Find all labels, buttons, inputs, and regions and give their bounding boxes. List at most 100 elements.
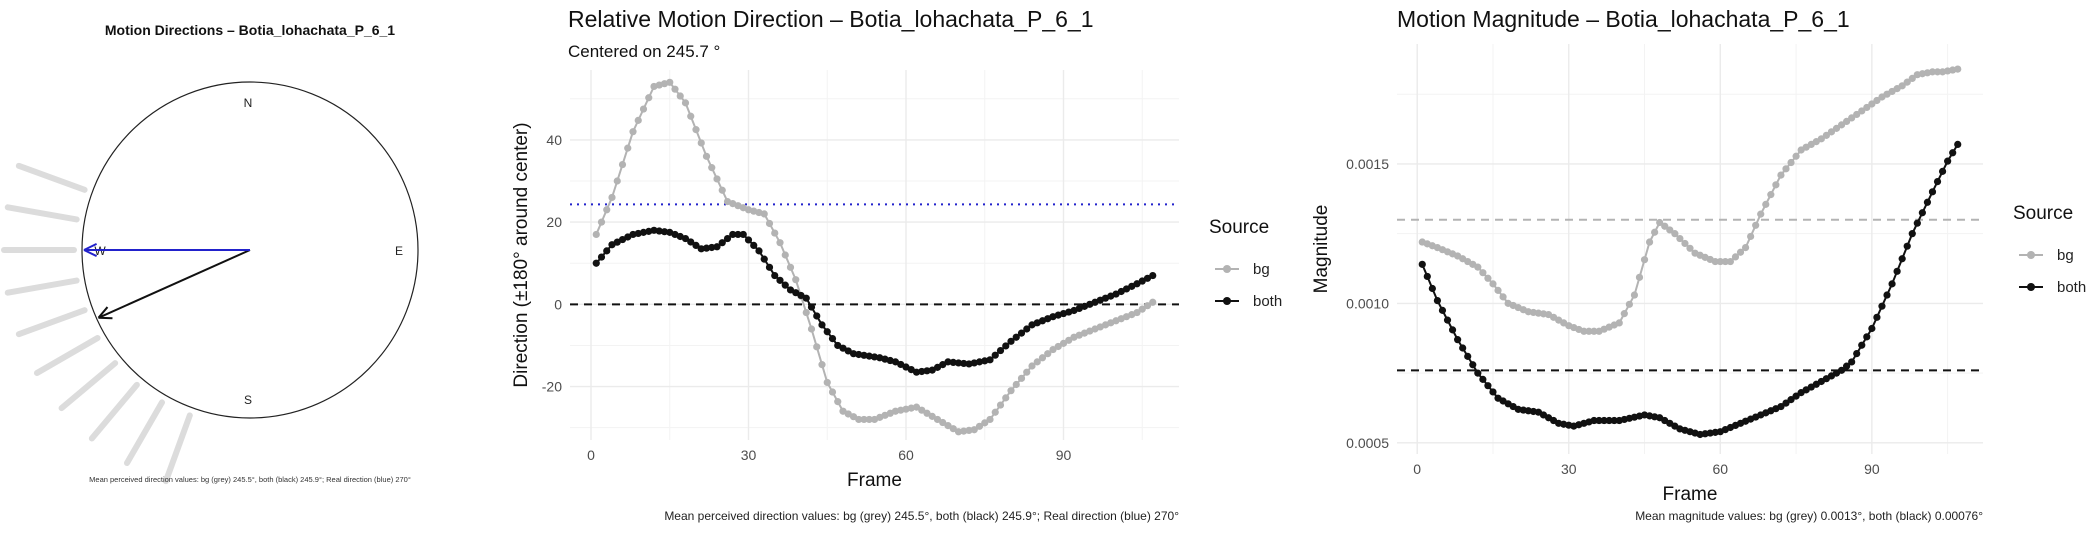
mean-arrow-real-head-2	[83, 243, 98, 251]
data-point-bg	[1645, 238, 1654, 246]
mean-arrow-real-head-1	[83, 249, 98, 257]
data-point-bg	[1868, 100, 1876, 108]
data-point-both	[823, 328, 831, 336]
data-point-both	[1474, 369, 1482, 377]
data-point-bg	[1822, 131, 1830, 139]
data-point-both	[1792, 392, 1800, 400]
data-point-both	[923, 367, 931, 375]
data-point-bg	[986, 415, 994, 424]
data-point-both	[1923, 198, 1932, 206]
y-tick-label: 0.0015	[1346, 156, 1389, 172]
data-point-bg	[702, 152, 711, 160]
data-point-both	[718, 239, 726, 247]
data-point-bg	[813, 343, 821, 351]
data-point-both	[771, 271, 779, 280]
data-point-both	[597, 253, 606, 261]
data-point-bg	[944, 422, 952, 430]
data-point-bg	[1474, 263, 1482, 271]
magnitude-plot: 0 30 60 90 0.0005 0.0010 0.0015 Frame Magnitude S…	[1311, 44, 2086, 505]
legend: Source bg both	[1209, 217, 1282, 310]
data-point-bg	[1827, 128, 1836, 136]
data-point-both	[1007, 337, 1015, 345]
bg-direction-arrow-7	[58, 360, 119, 412]
legend-label-bg: bg	[1253, 261, 1270, 278]
x-tick-label: 90	[1864, 461, 1880, 477]
data-point-bg	[807, 325, 816, 333]
x-tick-label: 30	[1561, 461, 1577, 477]
data-point-both	[1938, 167, 1947, 175]
legend-label-both: both	[1253, 293, 1282, 310]
data-point-bg	[624, 144, 632, 152]
data-point-bg	[618, 160, 627, 169]
x-tick-label: 0	[587, 447, 595, 463]
data-point-both	[781, 281, 789, 289]
data-point-both	[1878, 302, 1886, 310]
data-point-bg	[981, 419, 989, 427]
y-tick-label: 20	[546, 214, 562, 230]
data-point-bg	[1625, 300, 1633, 308]
y-axis-title: Magnitude	[1311, 205, 1332, 294]
data-point-both	[729, 230, 737, 239]
data-point-both	[1837, 366, 1846, 374]
x-axis-title: Frame	[1663, 484, 1718, 505]
data-point-bg	[781, 251, 789, 259]
data-point-bg	[1479, 269, 1487, 277]
series-bg	[1418, 65, 1962, 335]
data-point-both	[1017, 329, 1026, 337]
data-point-both	[1903, 242, 1911, 250]
bg-direction-arrow-6	[33, 335, 101, 376]
data-point-bg	[718, 186, 726, 194]
data-point-bg	[1777, 171, 1785, 179]
data-point-both	[708, 243, 716, 252]
data-point-bg	[1143, 302, 1152, 310]
data-point-bg	[1590, 327, 1598, 335]
data-point-both	[1443, 316, 1452, 324]
data-point-bg	[1028, 362, 1036, 370]
data-point-both	[1484, 382, 1492, 390]
data-point-both	[1883, 291, 1891, 299]
data-point-bg	[760, 210, 768, 218]
data-point-bg	[713, 175, 721, 183]
data-point-bg	[687, 112, 695, 120]
data-point-bg	[1681, 239, 1689, 248]
compass-caption: Mean perceived direction values: bg (gre…	[89, 475, 411, 484]
data-point-both	[650, 226, 658, 234]
data-point-bg	[1903, 78, 1911, 86]
data-point-both	[1858, 341, 1866, 349]
data-point-bg	[597, 218, 606, 226]
data-point-both	[660, 228, 669, 236]
data-point-both	[1843, 362, 1851, 370]
data-point-both	[1448, 326, 1457, 334]
compass-bg-arrows	[1, 162, 193, 485]
magnitude-panel: Motion Magnitude – Botia_lohachata_P_6_1…	[1311, 6, 2086, 523]
data-point-bg	[666, 78, 674, 86]
direction-caption: Mean perceived direction values: bg (gre…	[664, 509, 1179, 523]
data-point-bg	[1635, 273, 1644, 281]
data-point-both	[734, 230, 742, 239]
data-point-bg	[802, 308, 810, 317]
data-point-bg	[1676, 234, 1684, 243]
data-point-both	[1928, 188, 1937, 196]
data-point-bg	[1002, 394, 1010, 402]
data-point-bg	[1065, 336, 1073, 344]
data-point-both	[1433, 296, 1442, 305]
bg-direction-arrow-8	[88, 381, 140, 442]
data-point-bg	[928, 412, 936, 420]
data-point-both	[1454, 336, 1462, 344]
data-point-bg	[923, 409, 931, 417]
data-point-both	[1863, 333, 1871, 341]
data-point-both	[750, 241, 758, 250]
mean-arrow-both	[97, 249, 251, 320]
data-point-bg	[918, 406, 926, 414]
data-point-bg	[1023, 368, 1031, 376]
data-point-bg	[1782, 165, 1790, 173]
data-point-bg	[1630, 291, 1639, 299]
data-point-bg	[1933, 68, 1942, 76]
mean-arrow-real	[83, 243, 250, 257]
data-point-bg	[912, 403, 921, 411]
series-bg	[592, 78, 1157, 436]
data-point-both	[697, 245, 705, 253]
bg-direction-arrow-5	[15, 307, 88, 338]
data-point-bg	[1044, 350, 1052, 358]
mean-arrow-both-head-2	[97, 306, 109, 319]
